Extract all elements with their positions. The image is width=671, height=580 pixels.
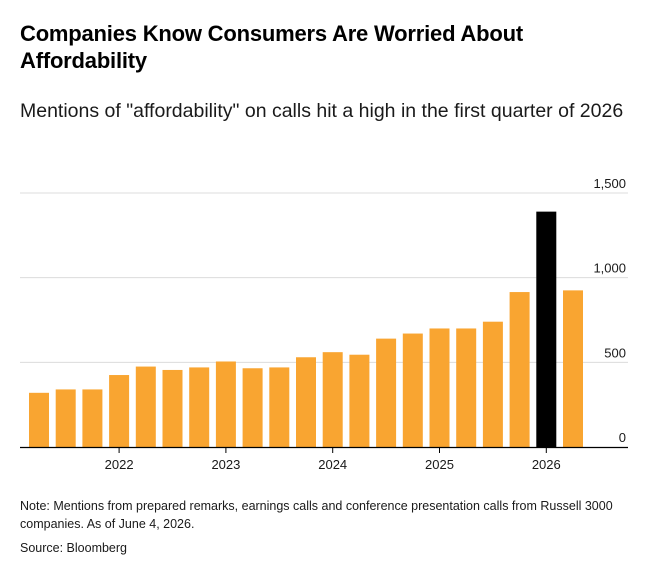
x-tick-label: 2025 xyxy=(425,457,454,472)
bar xyxy=(55,389,76,447)
y-tick-label: 0 xyxy=(619,430,626,445)
y-tick-label: 1,000 xyxy=(593,261,626,276)
bar xyxy=(162,369,183,447)
bar xyxy=(269,367,290,447)
x-tick-label: 2026 xyxy=(532,457,561,472)
chart-subtitle: Mentions of "affordability" on calls hit… xyxy=(20,100,624,122)
bar xyxy=(376,338,397,447)
bar-chart: 0 500 1,000 1,500 2022 2023 2024 2025 2026 xyxy=(20,176,628,472)
bar xyxy=(563,290,583,447)
chart-note: Note: Mentions from prepared remarks, ea… xyxy=(20,499,613,531)
bar xyxy=(536,211,557,447)
bar xyxy=(189,367,210,447)
y-axis-ticks: 0 500 1,000 1,500 xyxy=(593,176,626,445)
bar xyxy=(509,292,530,447)
bar xyxy=(109,375,130,447)
y-tick-label: 1,500 xyxy=(593,176,626,191)
bar xyxy=(429,328,450,447)
bar xyxy=(322,352,343,447)
bar xyxy=(135,366,156,447)
y-tick-label: 500 xyxy=(604,345,626,360)
bar xyxy=(349,354,370,447)
bars xyxy=(29,211,583,447)
x-tick-label: 2024 xyxy=(318,457,347,472)
bar xyxy=(82,389,103,447)
bar xyxy=(242,368,263,447)
bar xyxy=(29,392,49,447)
x-tick-label: 2023 xyxy=(211,457,240,472)
x-tick-label: 2022 xyxy=(105,457,134,472)
bar xyxy=(296,357,316,447)
x-axis-ticks: 2022 2023 2024 2025 2026 xyxy=(105,447,561,472)
bar xyxy=(402,333,423,447)
chart-title: Companies Know Consumers Are Worried Abo… xyxy=(20,21,523,73)
bar xyxy=(215,361,236,447)
chart-source: Source: Bloomberg xyxy=(20,541,128,555)
bar xyxy=(456,328,477,447)
bar xyxy=(482,321,503,447)
